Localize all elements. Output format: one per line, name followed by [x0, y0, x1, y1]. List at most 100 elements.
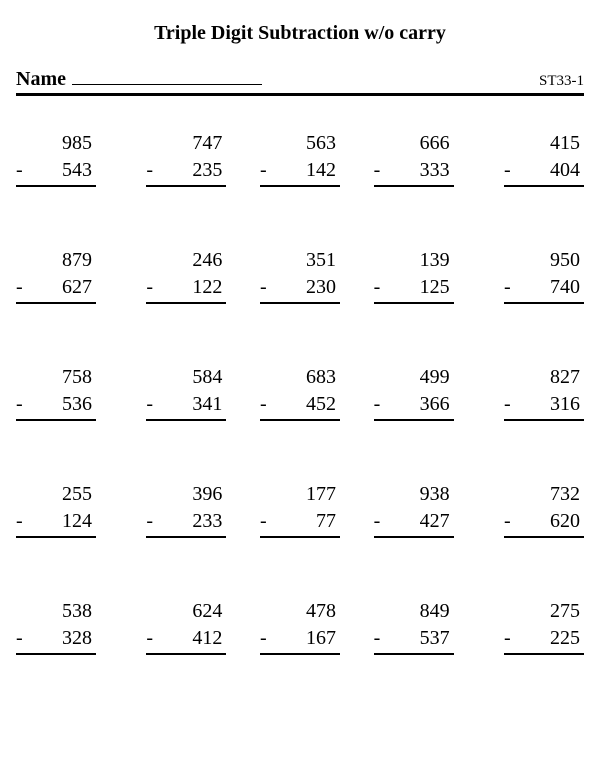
minuend: 563	[260, 130, 340, 157]
subtraction-problem: 938- 427	[374, 481, 454, 538]
subtrahend-row: - 404	[504, 157, 584, 187]
minuend: 255	[16, 481, 96, 508]
subtraction-problem: 538- 328	[16, 598, 96, 655]
subtrahend-row: -233	[146, 508, 226, 538]
subtrahend-row: - 620	[504, 508, 584, 538]
subtrahend-row: -333	[374, 157, 454, 187]
subtrahend: 233	[192, 508, 226, 535]
minuend: 538	[16, 598, 96, 625]
subtrahend-row: -316	[504, 391, 584, 421]
minuend: 938	[374, 481, 454, 508]
minuend: 351	[260, 247, 340, 274]
subtraction-problem: 415- 404	[504, 130, 584, 187]
subtraction-problem: 827-316	[504, 364, 584, 421]
minuend: 478	[260, 598, 340, 625]
name-label: Name	[16, 68, 66, 91]
minuend: 950	[504, 247, 584, 274]
subtrahend-row: - 537	[374, 625, 454, 655]
subtrahend-row: - 412	[146, 625, 226, 655]
subtraction-problem: 478-167	[260, 598, 340, 655]
subtraction-problem: 985-543	[16, 130, 96, 187]
name-group: Name	[16, 67, 262, 91]
subtraction-problem: 624- 412	[146, 598, 226, 655]
subtraction-problem: 396-233	[146, 481, 226, 538]
minuend: 246	[146, 247, 226, 274]
subtrahend-row: -536	[16, 391, 96, 421]
subtrahend-row: -452	[260, 391, 340, 421]
subtrahend: 537	[420, 625, 454, 652]
subtrahend: 412	[192, 625, 226, 652]
subtraction-problem: 584- 341	[146, 364, 226, 421]
subtrahend-row: - 366	[374, 391, 454, 421]
minuend: 584	[146, 364, 226, 391]
subtrahend-row: -124	[16, 508, 96, 538]
minus-sign: -	[504, 391, 518, 418]
minus-sign: -	[16, 274, 30, 301]
minus-sign: -	[16, 625, 30, 652]
minus-sign: -	[146, 157, 160, 184]
subtrahend: 230	[306, 274, 340, 301]
minuend: 747	[146, 130, 226, 157]
minuend: 732	[504, 481, 584, 508]
minus-sign: -	[260, 625, 274, 652]
minus-sign: -	[146, 391, 160, 418]
subtrahend-row: -230	[260, 274, 340, 304]
sheet-code: ST33-1	[539, 73, 584, 90]
subtraction-problem: 683-452	[260, 364, 340, 421]
subtrahend-row: - 122	[146, 274, 226, 304]
minus-sign: -	[504, 274, 518, 301]
minus-sign: -	[504, 625, 518, 652]
minuend: 666	[374, 130, 454, 157]
subtraction-problem: 351-230	[260, 247, 340, 304]
minuend: 275	[504, 598, 584, 625]
subtrahend-row: -225	[504, 625, 584, 655]
subtrahend-row: - 427	[374, 508, 454, 538]
minuend: 415	[504, 130, 584, 157]
minuend: 758	[16, 364, 96, 391]
subtraction-problem: 563-142	[260, 130, 340, 187]
minus-sign: -	[146, 625, 160, 652]
minus-sign: -	[374, 391, 388, 418]
subtrahend: 543	[62, 157, 96, 184]
minus-sign: -	[260, 157, 274, 184]
minuend: 499	[374, 364, 454, 391]
subtraction-problem: 849-537	[374, 598, 454, 655]
subtrahend: 627	[62, 274, 96, 301]
subtrahend-row: -77	[260, 508, 340, 538]
minus-sign: -	[16, 391, 30, 418]
problem-grid: 985-543747-235563-142666-333415-404879-6…	[16, 130, 584, 655]
subtraction-problem: 666-333	[374, 130, 454, 187]
subtrahend-row: - 341	[146, 391, 226, 421]
minus-sign: -	[374, 625, 388, 652]
minus-sign: -	[374, 274, 388, 301]
subtrahend: 333	[420, 157, 454, 184]
minus-sign: -	[146, 274, 160, 301]
minus-sign: -	[504, 508, 518, 535]
minuend: 624	[146, 598, 226, 625]
minus-sign: -	[260, 508, 274, 535]
subtraction-problem: 758-536	[16, 364, 96, 421]
minuend: 396	[146, 481, 226, 508]
subtrahend: 124	[62, 508, 96, 535]
minus-sign: -	[16, 157, 30, 184]
subtrahend: 427	[420, 508, 454, 535]
subtrahend-row: - 328	[16, 625, 96, 655]
minuend: 177	[260, 481, 340, 508]
subtrahend: 328	[62, 625, 96, 652]
subtrahend: 740	[550, 274, 584, 301]
subtrahend: 122	[192, 274, 226, 301]
subtraction-problem: 879-627	[16, 247, 96, 304]
subtrahend: 125	[420, 274, 454, 301]
subtrahend: 341	[192, 391, 226, 418]
subtrahend: 620	[550, 508, 584, 535]
minus-sign: -	[504, 157, 518, 184]
minus-sign: -	[374, 508, 388, 535]
header-row: Name ST33-1	[16, 67, 584, 96]
subtraction-problem: 499- 366	[374, 364, 454, 421]
subtrahend: 366	[420, 391, 454, 418]
subtrahend-row: -142	[260, 157, 340, 187]
subtrahend: 404	[550, 157, 584, 184]
subtrahend: 235	[192, 157, 226, 184]
subtraction-problem: 139-125	[374, 247, 454, 304]
subtraction-problem: 255-124	[16, 481, 96, 538]
